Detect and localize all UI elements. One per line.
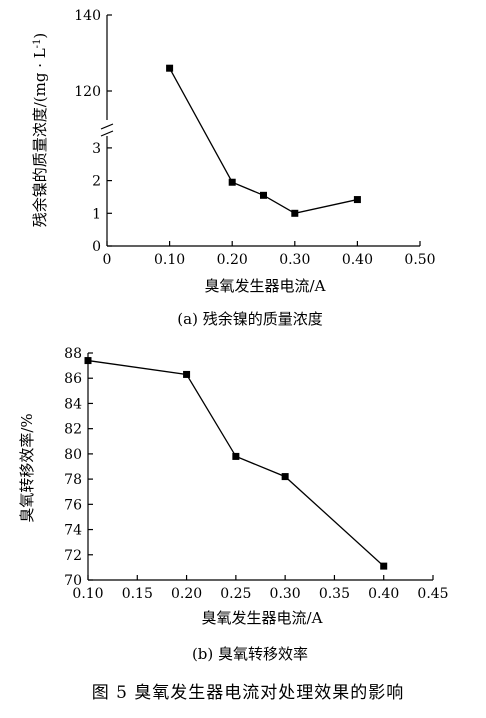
chart-a-data-point xyxy=(353,196,361,204)
chart-a-series-line xyxy=(169,67,358,214)
chart-a-data-point xyxy=(291,209,299,217)
chart-a-y-ticks: 0 1 2 3 120 140 xyxy=(74,8,112,255)
chart-a-y-tick-label: 1 xyxy=(92,206,101,222)
chart-b-y-axis-title: 臭氧转移效率/% xyxy=(18,413,36,522)
chart-a-subcaption: (a) 残余镍的质量浓度 xyxy=(177,310,322,328)
chart-b-y-tick-label: 70 xyxy=(64,573,82,589)
chart-b: 0.10 0.15 0.20 0.25 0.30 0.35 0.40 0.45 7072747… xyxy=(18,346,449,663)
chart-a-y-tick-label: 0 xyxy=(92,239,101,255)
figure-caption: 图 5 臭氧发生器电流对处理效果的影响 xyxy=(92,683,405,703)
chart-a-x-tick-label: 0.30 xyxy=(279,252,310,268)
chart-b-x-tick-label: 0.15 xyxy=(122,586,153,602)
chart-a-data-point xyxy=(228,178,236,186)
chart-b-data-point xyxy=(183,370,191,378)
chart-a-series xyxy=(166,64,361,217)
chart-b-data-point xyxy=(232,452,240,460)
chart-a-y-tick-label: 2 xyxy=(92,174,101,190)
chart-a-x-tick-label: 0 xyxy=(103,252,112,268)
chart-b-x-ticks: 0.10 0.15 0.20 0.25 0.30 0.35 0.40 0.45 xyxy=(72,575,449,602)
chart-b-y-ticks: 70 72 74 76 78 80 82 84 86 88 xyxy=(64,346,93,589)
chart-b-y-tick-label: 88 xyxy=(64,346,82,362)
chart-b-x-axis-title: 臭氧发生器电流/A xyxy=(202,609,323,627)
chart-b-subcaption: (b) 臭氧转移效率 xyxy=(192,645,308,663)
chart-b-x-tick-label: 0.25 xyxy=(220,586,251,602)
chart-a-y-axis-title: 残余镍的质量浓度/(mg · L-1) xyxy=(31,33,49,228)
chart-a-axis-break-mark xyxy=(100,123,114,137)
chart-a-x-tick-label: 0.20 xyxy=(217,252,248,268)
chart-a-y-tick-label: 140 xyxy=(74,8,101,24)
chart-b-data-point xyxy=(281,473,289,481)
chart-a-data-point xyxy=(166,64,174,72)
chart-a-axes xyxy=(100,15,420,247)
chart-a-y-tick-label: 3 xyxy=(92,141,101,157)
chart-b-series-line xyxy=(87,359,385,567)
chart-a-x-axis-title: 臭氧发生器电流/A xyxy=(205,277,326,295)
chart-a-y-axis-title-main: 残余镍的质量浓度/(mg · L xyxy=(31,48,49,227)
chart-b-y-tick-label: 82 xyxy=(64,422,82,438)
chart-b-series xyxy=(84,357,388,570)
chart-b-x-tick-label: 0.20 xyxy=(171,586,202,602)
chart-b-y-tick-label: 80 xyxy=(64,447,82,463)
chart-b-y-tick-label: 86 xyxy=(64,371,82,387)
chart-b-x-tick-label: 0.35 xyxy=(319,586,350,602)
chart-a-y-axis-title-sup: -1 xyxy=(32,39,43,49)
chart-b-x-tick-label: 0.30 xyxy=(270,586,301,602)
chart-a-y-tick-label: 120 xyxy=(74,84,101,100)
chart-b-data-point xyxy=(84,357,92,365)
chart-b-y-tick-label: 84 xyxy=(64,396,82,412)
chart-b-axes xyxy=(87,353,433,581)
chart-b-x-tick-label: 0.40 xyxy=(368,586,399,602)
chart-a-x-tick-label: 0.10 xyxy=(154,252,185,268)
chart-b-x-tick-label: 0.45 xyxy=(417,586,448,602)
chart-b-y-tick-label: 74 xyxy=(64,523,82,539)
chart-a-y-axis-title-suffix: ) xyxy=(31,33,49,39)
chart-a-x-ticks: 0 0.10 0.20 0.30 0.40 0.50 xyxy=(103,241,436,268)
chart-b-y-tick-label: 78 xyxy=(64,472,82,488)
chart-b-data-point xyxy=(380,562,388,570)
chart-a-x-tick-label: 0.40 xyxy=(342,252,373,268)
chart-a-data-point xyxy=(260,191,267,199)
chart-a: 0 0.10 0.20 0.30 0.40 0.50 0 1 2 3 120 140 臭氧发生器电流… xyxy=(31,8,436,328)
chart-b-y-tick-label: 76 xyxy=(64,497,82,513)
chart-b-y-tick-label: 72 xyxy=(64,548,82,564)
chart-a-x-tick-label: 0.50 xyxy=(404,252,435,268)
chart-b-x-tick-label: 0.10 xyxy=(72,586,103,602)
